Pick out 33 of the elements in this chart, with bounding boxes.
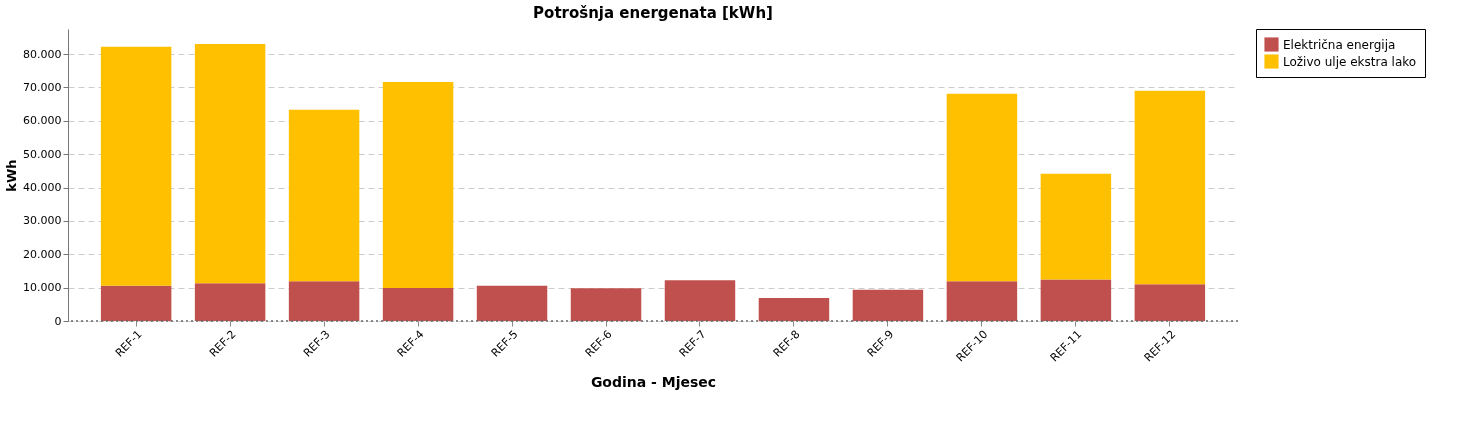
- y-tick-label: 10.000: [23, 281, 62, 295]
- bar: [288, 109, 360, 282]
- bar: [194, 44, 266, 284]
- y-tick-label: 80.000: [23, 47, 62, 61]
- bar: [100, 285, 172, 321]
- y-tick-label: 30.000: [23, 214, 62, 228]
- y-tick-label: 60.000: [23, 114, 62, 128]
- y-tick-label: 50.000: [23, 147, 62, 161]
- bar: [288, 281, 360, 321]
- bar: [476, 285, 548, 321]
- y-tick-label: 40.000: [23, 181, 62, 195]
- bar: [852, 289, 924, 321]
- legend-label: Električna energija: [1283, 37, 1396, 52]
- bar: [382, 82, 454, 288]
- y-tick-label: 20.000: [23, 247, 62, 261]
- bar: [1040, 279, 1112, 321]
- y-axis-title: kWh: [4, 159, 20, 192]
- bar: [100, 46, 172, 286]
- bar: [946, 93, 1018, 282]
- bar: [194, 283, 266, 321]
- bar: [946, 281, 1018, 321]
- bar: [1040, 173, 1112, 280]
- bar: [758, 297, 830, 321]
- x-axis-title: Godina - Mjesec: [590, 373, 717, 390]
- legend-label: Loživo ulje ekstra lako: [1283, 54, 1417, 69]
- bar: [1134, 90, 1206, 285]
- y-tick-label: 70.000: [23, 80, 62, 94]
- y-tick-label: 0: [54, 314, 62, 328]
- bar: [664, 280, 736, 321]
- bar: [1134, 284, 1206, 321]
- chart-title: Potrošnja energenata [kWh]: [533, 3, 773, 22]
- bar: [570, 288, 642, 321]
- bar: [382, 287, 454, 321]
